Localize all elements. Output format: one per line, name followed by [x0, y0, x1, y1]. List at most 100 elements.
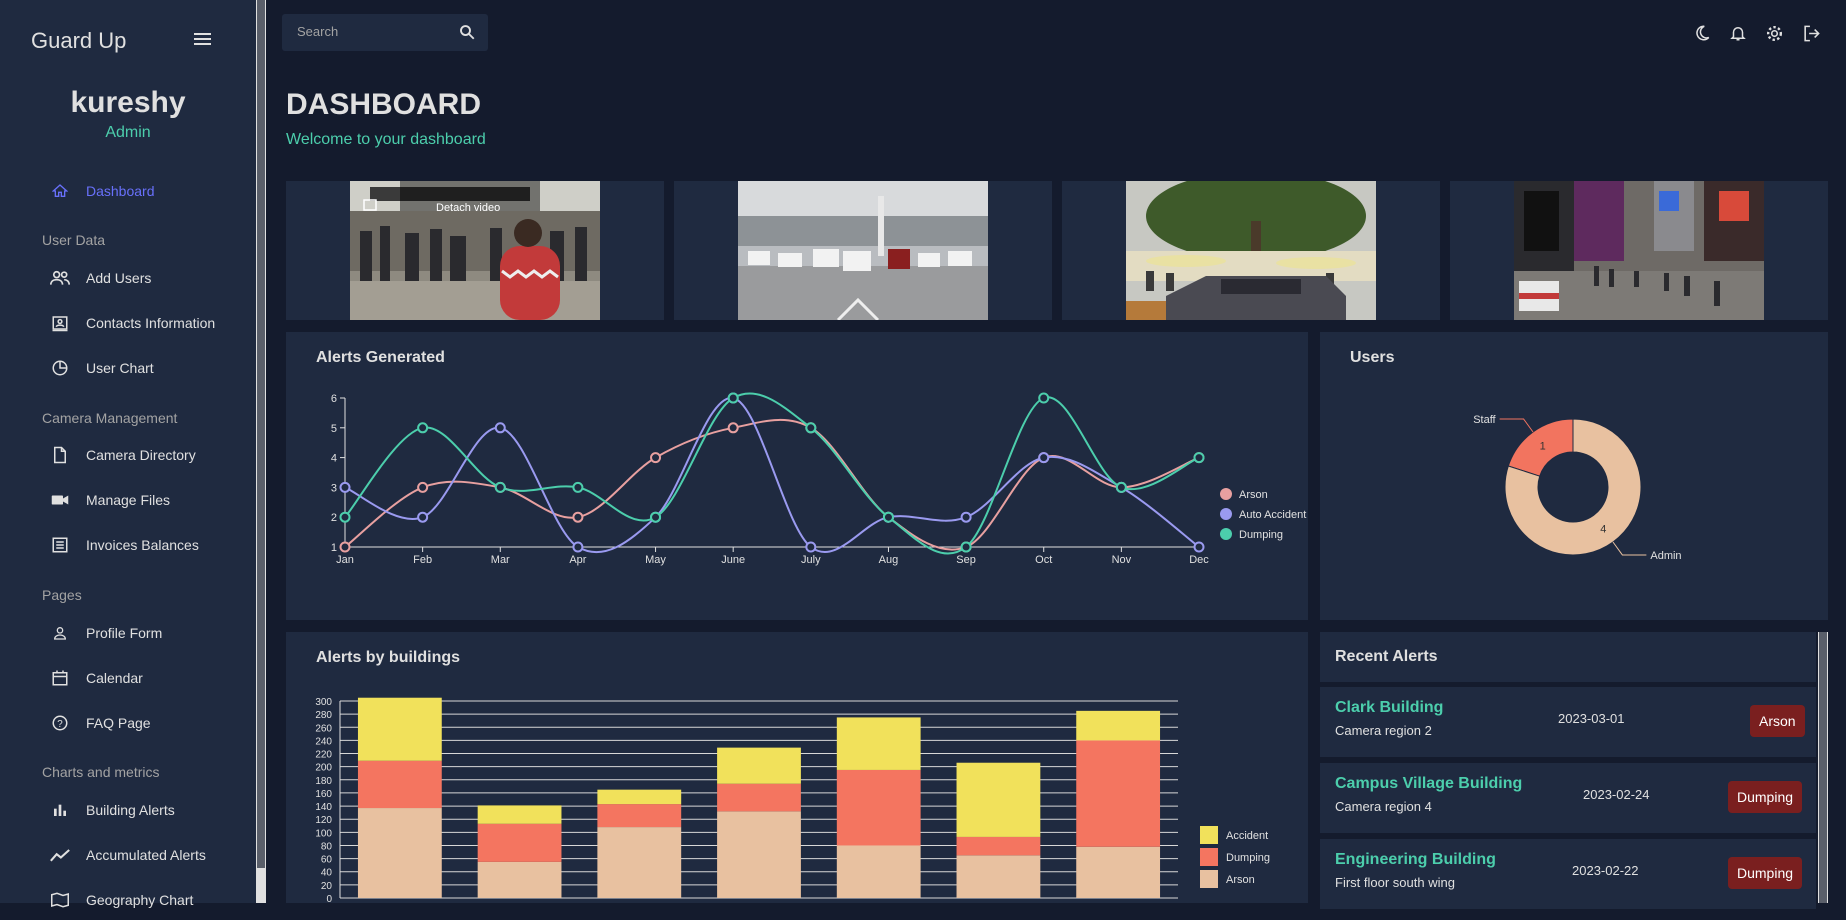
y-tick-label: 200: [315, 763, 332, 774]
sidebar-item-faq[interactable]: ? FAQ Page: [0, 703, 256, 743]
y-tick-label: 120: [315, 815, 332, 826]
map-icon: [50, 890, 70, 910]
alerts-generated-title: Alerts Generated: [316, 349, 445, 366]
y-tick-label: 140: [315, 802, 332, 813]
camera-feed-2[interactable]: [738, 181, 988, 320]
y-tick-label: 20: [321, 881, 333, 892]
buildings-panel: Alerts by buildings 0 20 40 60 80 100 120 140 16…: [286, 632, 1308, 903]
slice-label: Admin: [1650, 550, 1681, 562]
section-charts: Charts and metrics: [42, 764, 160, 780]
users-title: Users: [1350, 349, 1395, 366]
people-icon: [50, 268, 70, 288]
alert-location: Camera region 2: [1335, 723, 1432, 738]
sidebar-scrollbar[interactable]: [256, 0, 266, 903]
bar-dumping: [477, 823, 562, 862]
slice-value-label: 1: [1540, 440, 1546, 452]
data-point: [650, 511, 662, 523]
y-tick-label: 260: [315, 723, 332, 734]
settings-icon[interactable]: [1763, 22, 1785, 44]
bar-arson: [1076, 846, 1161, 898]
data-point: [650, 452, 662, 464]
legend-label: Arson: [1226, 874, 1255, 886]
camera-card-2: [674, 181, 1052, 320]
bar-arson: [597, 827, 682, 898]
detach-video-label[interactable]: Detach video: [436, 202, 500, 214]
x-tick-label: Dec: [1189, 554, 1209, 566]
users-donut-chart: 1 Staff 4 Admin: [1473, 414, 1681, 562]
sidebar-item-label: Geography Chart: [86, 892, 194, 908]
sidebar-item-calendar[interactable]: Calendar: [0, 658, 256, 698]
sidebar-item-label: Calendar: [86, 670, 143, 686]
section-pages: Pages: [42, 587, 82, 603]
search-icon[interactable]: [458, 23, 476, 46]
data-point: [339, 481, 351, 493]
sidebar-item-add-users[interactable]: Add Users: [0, 258, 256, 298]
y-tick-label: 3: [331, 482, 337, 494]
logout-icon[interactable]: [1800, 22, 1822, 44]
data-point: [417, 422, 429, 434]
notifications-icon[interactable]: [1727, 22, 1749, 44]
bar-dumping: [836, 769, 921, 846]
y-tick-label: 4: [331, 453, 337, 465]
alert-item[interactable]: Clark Building Camera region 2 2023-03-0…: [1320, 687, 1816, 757]
sidebar-item-label: Invoices Balances: [86, 537, 199, 553]
y-tick-label: 6: [331, 393, 337, 405]
data-point: [727, 392, 739, 404]
sidebar-item-label: Contacts Information: [86, 315, 216, 331]
y-tick-label: 220: [315, 750, 332, 761]
sidebar-item-profile-form[interactable]: Profile Form: [0, 613, 256, 653]
recent-alerts-scrollbar-thumb[interactable]: [1819, 632, 1827, 903]
x-tick-label: Jan: [336, 554, 354, 566]
data-point: [727, 422, 739, 434]
y-tick-label: 100: [315, 828, 332, 839]
y-tick-label: 0: [326, 894, 332, 903]
calendar-icon: [50, 668, 70, 688]
bar-accident: [597, 789, 682, 805]
y-tick-label: 60: [321, 855, 333, 866]
sidebar-item-camera-directory[interactable]: Camera Directory: [0, 435, 256, 475]
sidebar-item-building-alerts[interactable]: Building Alerts: [0, 790, 256, 830]
legend-swatch: [1220, 528, 1232, 540]
slice-link-line: [1612, 541, 1647, 556]
camera-feed-1[interactable]: Detach video: [350, 181, 600, 320]
bar-arson: [477, 861, 562, 898]
alert-item[interactable]: Engineering Building First floor south w…: [1320, 839, 1816, 909]
bar-accident: [357, 697, 442, 761]
sidebar-item-geography-chart[interactable]: Geography Chart: [0, 880, 256, 920]
sidebar-item-dashboard[interactable]: Dashboard: [0, 171, 256, 211]
recent-alerts-header: Recent Alerts: [1320, 632, 1816, 682]
data-point: [1038, 392, 1050, 404]
data-point: [339, 541, 351, 553]
alert-item[interactable]: Campus Village Building Camera region 4 …: [1320, 763, 1816, 833]
bar-accident: [477, 805, 562, 824]
sidebar-scrollbar-thumb[interactable]: [257, 0, 265, 868]
sidebar-item-user-chart[interactable]: User Chart: [0, 348, 256, 388]
page-title: DASHBOARD: [286, 88, 481, 121]
sidebar-item-contacts[interactable]: Contacts Information: [0, 303, 256, 343]
camera-feed-4[interactable]: [1514, 181, 1764, 320]
dark-mode-icon[interactable]: [1691, 22, 1713, 44]
alert-type-badge: Dumping: [1728, 781, 1803, 813]
data-point: [572, 541, 584, 553]
bar-dumping: [357, 760, 442, 809]
legend-swatch: [1200, 826, 1218, 844]
alert-date: 2023-03-01: [1558, 711, 1625, 726]
y-tick-label: 5: [331, 423, 337, 435]
recent-alerts-scrollbar[interactable]: [1818, 632, 1828, 903]
search-input[interactable]: Search: [297, 24, 339, 39]
sidebar-item-label: Building Alerts: [86, 802, 175, 818]
camera-feed-3[interactable]: [1126, 181, 1376, 320]
menu-icon[interactable]: [194, 33, 211, 47]
series-line-dumping: [344, 392, 1200, 555]
data-point: [1193, 541, 1205, 553]
contacts-icon: [50, 313, 70, 333]
legend-swatch: [1220, 488, 1232, 500]
sidebar-item-accumulated-alerts[interactable]: Accumulated Alerts: [0, 835, 256, 875]
legend-swatch: [1200, 848, 1218, 866]
timeline-icon: [50, 845, 70, 865]
sidebar-item-manage-files[interactable]: Manage Files: [0, 480, 256, 520]
sidebar-item-invoices[interactable]: Invoices Balances: [0, 525, 256, 565]
slice-admin: [1504, 418, 1642, 556]
data-point: [417, 511, 429, 523]
search-bar[interactable]: Search: [282, 14, 488, 51]
